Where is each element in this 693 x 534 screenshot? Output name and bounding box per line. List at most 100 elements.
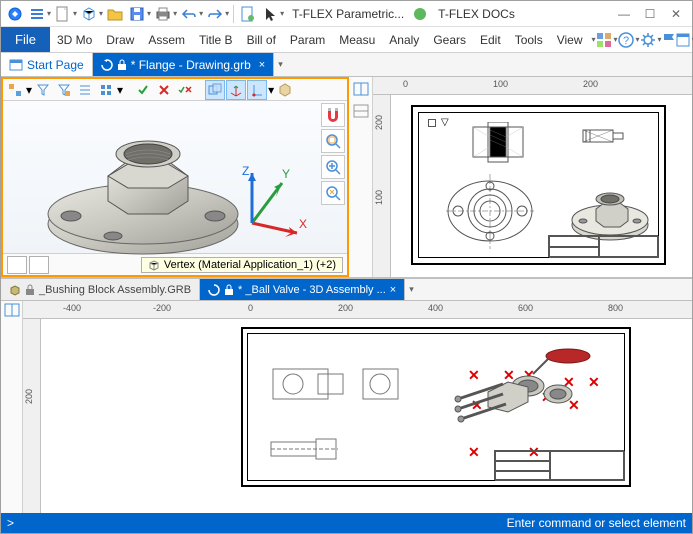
redo-icon[interactable] bbox=[205, 4, 225, 24]
maximize-button[interactable]: ☐ bbox=[638, 4, 662, 24]
save-icon[interactable] bbox=[127, 4, 147, 24]
layout-icon[interactable] bbox=[351, 79, 371, 99]
menu-icon[interactable] bbox=[27, 4, 47, 24]
doc-link-icon[interactable] bbox=[238, 4, 258, 24]
flag-icon[interactable] bbox=[662, 29, 676, 51]
zoom-fit-icon[interactable] bbox=[321, 129, 345, 153]
zoom-in-icon[interactable] bbox=[321, 155, 345, 179]
print-icon[interactable] bbox=[153, 4, 173, 24]
menu-billof[interactable]: Bill of bbox=[240, 33, 283, 47]
minimize-button[interactable]: — bbox=[612, 4, 636, 24]
menu-3dmodel[interactable]: 3D Mo bbox=[50, 33, 99, 47]
new-3d-icon[interactable] bbox=[79, 4, 99, 24]
tab-label: * Flange - Drawing.grb bbox=[131, 58, 251, 72]
tab-flange-drawing[interactable]: * Flange - Drawing.grb × bbox=[93, 53, 275, 76]
dropdown-icon[interactable]: ▾ bbox=[274, 59, 287, 70]
layout2-icon[interactable] bbox=[351, 101, 371, 121]
tab-close-icon[interactable]: × bbox=[259, 59, 265, 71]
filter-box-icon[interactable] bbox=[54, 80, 74, 100]
dropdown-icon[interactable]: ▾ bbox=[117, 83, 123, 97]
new-doc-icon[interactable] bbox=[53, 4, 73, 24]
dropdown-icon[interactable]: ▾ bbox=[173, 9, 177, 18]
dropdown-icon[interactable]: ▾ bbox=[147, 9, 151, 18]
magnet-snap-icon[interactable] bbox=[321, 103, 345, 127]
gear-icon[interactable] bbox=[640, 29, 656, 51]
page-icon bbox=[9, 59, 23, 71]
tab-start-page[interactable]: Start Page bbox=[1, 53, 93, 76]
drawing-canvas-bottom[interactable]: ✕ ✕ ✕ ✕ ✕ ✕ ✕ ✕ bbox=[41, 319, 692, 513]
check-icon[interactable] bbox=[133, 80, 153, 100]
undo-icon[interactable] bbox=[179, 4, 199, 24]
ruler-tick: 800 bbox=[608, 303, 623, 313]
pointer-icon[interactable] bbox=[260, 4, 280, 24]
dropdown-icon[interactable]: ▾ bbox=[405, 284, 418, 295]
check-close-icon[interactable] bbox=[175, 80, 195, 100]
dropdown-icon[interactable]: ▾ bbox=[199, 9, 203, 18]
top-row: ▾ ▾ ▾ bbox=[1, 77, 692, 279]
menu-titleblock[interactable]: Title B bbox=[192, 33, 240, 47]
ruler-vertical: 200 100 bbox=[373, 95, 391, 277]
dropdown-icon[interactable]: ▾ bbox=[47, 9, 51, 18]
dropdown-icon[interactable]: ▾ bbox=[268, 83, 274, 97]
valve-isometric bbox=[428, 344, 608, 429]
3d-viewport[interactable]: X Y Z bbox=[3, 101, 347, 253]
ruler-tick: 0 bbox=[403, 79, 408, 89]
menu-view[interactable]: View bbox=[550, 33, 590, 47]
drawing-vtools-2 bbox=[1, 301, 23, 513]
docs-icon[interactable] bbox=[410, 4, 430, 24]
face-icon[interactable] bbox=[275, 80, 295, 100]
3d-side-tools bbox=[321, 103, 345, 205]
ruler-horizontal: 0 100 200 bbox=[373, 77, 692, 95]
grid-icon[interactable] bbox=[96, 80, 116, 100]
selection-mode-icon[interactable] bbox=[5, 80, 25, 100]
menu-parameters[interactable]: Param bbox=[283, 33, 332, 47]
dropdown-icon[interactable]: ▾ bbox=[99, 9, 103, 18]
dropdown-icon[interactable]: ▾ bbox=[73, 9, 77, 18]
drawing-vtools bbox=[349, 77, 373, 277]
planes-icon[interactable] bbox=[205, 80, 225, 100]
app-title-1: T-FLEX Parametric... bbox=[292, 7, 404, 21]
tab-ball-valve[interactable]: * _Ball Valve - 3D Assembly ... × bbox=[200, 279, 405, 300]
open-icon[interactable] bbox=[105, 4, 125, 24]
menu-edit[interactable]: Edit bbox=[473, 33, 508, 47]
ruler-tick: -400 bbox=[63, 303, 81, 313]
menu-assembly[interactable]: Assem bbox=[141, 33, 192, 47]
menu-tools[interactable]: Tools bbox=[508, 33, 550, 47]
tab-bushing-block[interactable]: _Bushing Block Assembly.GRB bbox=[1, 279, 200, 300]
menu-gears[interactable]: Gears bbox=[426, 33, 473, 47]
dropdown-icon[interactable]: ▾ bbox=[225, 9, 229, 18]
window-icon[interactable] bbox=[676, 29, 690, 51]
palette-icon[interactable] bbox=[596, 29, 612, 51]
dropdown-icon[interactable]: ▾ bbox=[26, 83, 32, 97]
axes-icon[interactable] bbox=[226, 80, 246, 100]
cancel-icon[interactable] bbox=[154, 80, 174, 100]
menu-measure[interactable]: Measu bbox=[332, 33, 382, 47]
status-prompt-symbol: > bbox=[7, 516, 14, 530]
filter-icon[interactable] bbox=[33, 80, 53, 100]
menu-analysis[interactable]: Analy bbox=[382, 33, 426, 47]
constraint-marker: ✕ bbox=[468, 444, 480, 461]
ruler-tick: 600 bbox=[518, 303, 533, 313]
svg-text:?: ? bbox=[622, 35, 628, 47]
file-menu[interactable]: File bbox=[1, 27, 50, 52]
close-button[interactable]: ✕ bbox=[664, 4, 688, 24]
layout-icon[interactable] bbox=[4, 303, 20, 317]
ruler-tick: 200 bbox=[374, 115, 384, 130]
section-view bbox=[468, 122, 538, 167]
3d-view-pane: ▾ ▾ ▾ bbox=[1, 77, 349, 277]
menu-draw[interactable]: Draw bbox=[99, 33, 141, 47]
drawing-canvas-top[interactable]: ▽ bbox=[391, 95, 692, 277]
3d-toolbar: ▾ ▾ ▾ bbox=[3, 79, 347, 101]
help-icon[interactable]: ? bbox=[618, 29, 634, 51]
lock-icon bbox=[25, 284, 35, 296]
app-icon[interactable] bbox=[5, 4, 25, 24]
list-icon[interactable] bbox=[75, 80, 95, 100]
tab-label: _Bushing Block Assembly.GRB bbox=[39, 284, 191, 296]
dropdown-icon[interactable]: ▾ bbox=[280, 9, 284, 18]
ruler-tick: 200 bbox=[583, 79, 598, 89]
origin-icon[interactable] bbox=[247, 80, 267, 100]
tab-close-icon[interactable]: × bbox=[390, 284, 396, 296]
workspace: ▾ ▾ ▾ bbox=[1, 77, 692, 513]
ruler-vertical-2: 200 bbox=[23, 319, 41, 513]
zoom-area-icon[interactable] bbox=[321, 181, 345, 205]
